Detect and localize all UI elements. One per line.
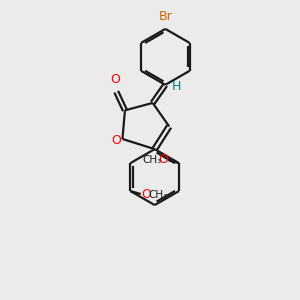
Text: O: O (110, 73, 120, 86)
Text: CH₃: CH₃ (148, 190, 167, 200)
Text: Br: Br (158, 10, 172, 23)
Text: O: O (158, 153, 168, 166)
Text: O: O (141, 188, 151, 201)
Text: H: H (172, 80, 181, 93)
Text: CH₃: CH₃ (142, 154, 161, 165)
Text: O: O (111, 134, 121, 147)
